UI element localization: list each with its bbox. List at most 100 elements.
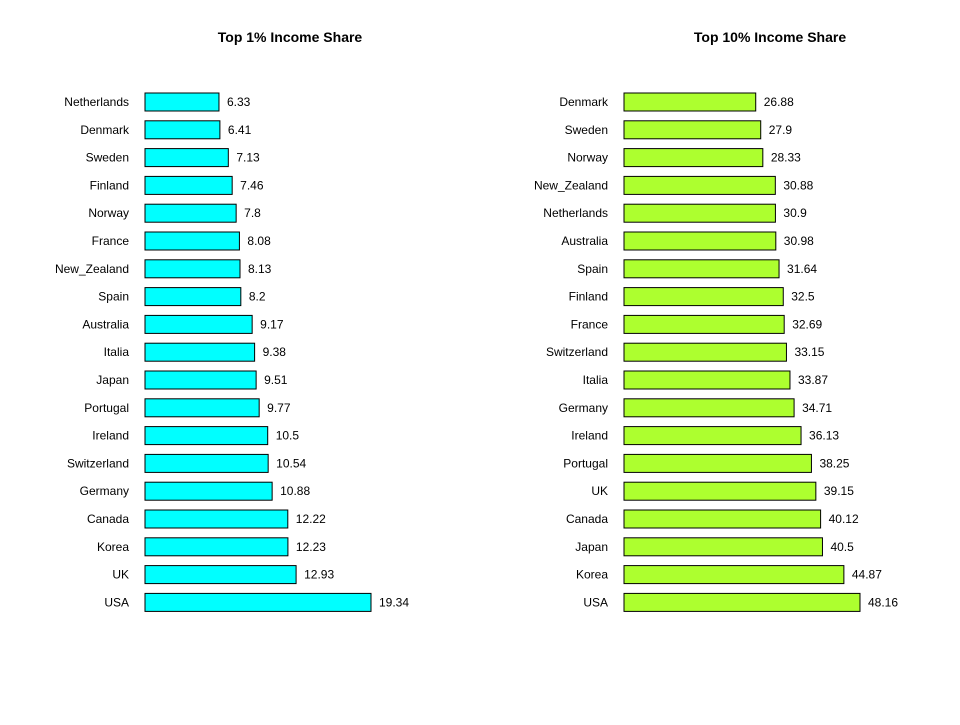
- bar: [623, 231, 777, 251]
- value-label: 33.15: [794, 345, 824, 359]
- value-label: 30.9: [783, 206, 807, 220]
- bar: [144, 537, 289, 557]
- value-label: 31.64: [787, 262, 817, 276]
- value-label: 30.98: [784, 234, 814, 248]
- category-label: Korea: [97, 540, 129, 554]
- value-label: 36.13: [809, 429, 839, 443]
- value-label: 32.69: [792, 317, 822, 331]
- value-label: 38.25: [819, 456, 849, 470]
- category-label: Netherlands: [543, 206, 608, 220]
- value-label: 8.13: [248, 262, 272, 276]
- bar: [144, 175, 233, 195]
- value-label: 26.88: [764, 95, 794, 109]
- category-label: Australia: [561, 234, 608, 248]
- value-label: 8.08: [247, 234, 271, 248]
- category-label: Spain: [577, 262, 608, 276]
- value-label: 33.87: [798, 373, 828, 387]
- bar: [144, 148, 229, 168]
- value-label: 27.9: [769, 123, 793, 137]
- value-label: 7.8: [244, 206, 261, 220]
- value-label: 7.13: [236, 151, 260, 165]
- category-label: Japan: [575, 540, 608, 554]
- bar: [623, 175, 776, 195]
- bar: [144, 370, 257, 390]
- value-label: 6.33: [227, 95, 251, 109]
- category-label: Netherlands: [64, 95, 129, 109]
- value-label: 32.5: [791, 290, 815, 304]
- value-label: 40.5: [830, 540, 854, 554]
- bar: [623, 537, 823, 557]
- bar: [623, 565, 845, 585]
- bar: [144, 509, 289, 529]
- bar: [623, 592, 861, 612]
- bar: [623, 203, 776, 223]
- bar: [144, 481, 273, 501]
- bar: [623, 342, 787, 362]
- value-label: 48.16: [868, 595, 898, 609]
- category-label: UK: [112, 568, 129, 582]
- bar: [144, 203, 237, 223]
- bar: [144, 259, 241, 279]
- category-label: Finland: [90, 178, 129, 192]
- value-label: 9.38: [263, 345, 287, 359]
- category-label: New_Zealand: [534, 178, 608, 192]
- category-label: Korea: [576, 568, 608, 582]
- category-label: UK: [591, 484, 608, 498]
- bar: [144, 314, 253, 334]
- value-label: 10.54: [276, 456, 306, 470]
- bar: [623, 398, 795, 418]
- value-label: 7.46: [240, 178, 264, 192]
- category-label: Sweden: [565, 123, 608, 137]
- category-label: Italia: [583, 373, 609, 387]
- value-label: 8.2: [249, 290, 266, 304]
- bar: [623, 426, 802, 446]
- bar: [623, 148, 764, 168]
- category-label: Germany: [80, 484, 129, 498]
- category-label: Switzerland: [67, 456, 129, 470]
- value-label: 10.5: [276, 429, 300, 443]
- chart-title: Top 10% Income Share: [694, 29, 846, 45]
- category-label: Denmark: [80, 123, 130, 137]
- bar: [144, 342, 256, 362]
- category-label: Sweden: [86, 151, 129, 165]
- value-label: 40.12: [829, 512, 859, 526]
- bar: [623, 120, 762, 140]
- category-label: Portugal: [84, 401, 129, 415]
- bar: [144, 565, 297, 585]
- category-label: Switzerland: [546, 345, 608, 359]
- bar: [144, 92, 220, 112]
- bar: [623, 92, 757, 112]
- value-label: 30.88: [783, 178, 813, 192]
- value-label: 39.15: [824, 484, 854, 498]
- value-label: 12.93: [304, 568, 334, 582]
- category-label: Spain: [98, 290, 129, 304]
- category-label: Italia: [104, 345, 130, 359]
- bar: [623, 259, 780, 279]
- bar: [623, 370, 791, 390]
- category-label: Norway: [567, 151, 608, 165]
- value-label: 9.77: [267, 401, 291, 415]
- bar: [144, 453, 269, 473]
- bar: [623, 509, 822, 529]
- bar: [144, 426, 269, 446]
- value-label: 9.17: [260, 317, 284, 331]
- value-label: 9.51: [264, 373, 288, 387]
- value-label: 12.22: [296, 512, 326, 526]
- value-label: 28.33: [771, 151, 801, 165]
- bar: [623, 287, 784, 307]
- category-label: Canada: [566, 512, 608, 526]
- bar: [144, 592, 372, 612]
- category-label: Portugal: [563, 456, 608, 470]
- chart-title: Top 1% Income Share: [218, 29, 363, 45]
- chart-panel-1: Top 1% Income Share Netherlands 6.33 Denmar…: [55, 29, 409, 612]
- category-label: France: [571, 317, 609, 331]
- category-label: Ireland: [571, 429, 608, 443]
- value-label: 34.71: [802, 401, 832, 415]
- category-label: USA: [583, 595, 608, 609]
- value-label: 12.23: [296, 540, 326, 554]
- category-label: Finland: [569, 290, 608, 304]
- category-label: Denmark: [559, 95, 609, 109]
- category-label: Germany: [559, 401, 608, 415]
- category-label: Japan: [96, 373, 129, 387]
